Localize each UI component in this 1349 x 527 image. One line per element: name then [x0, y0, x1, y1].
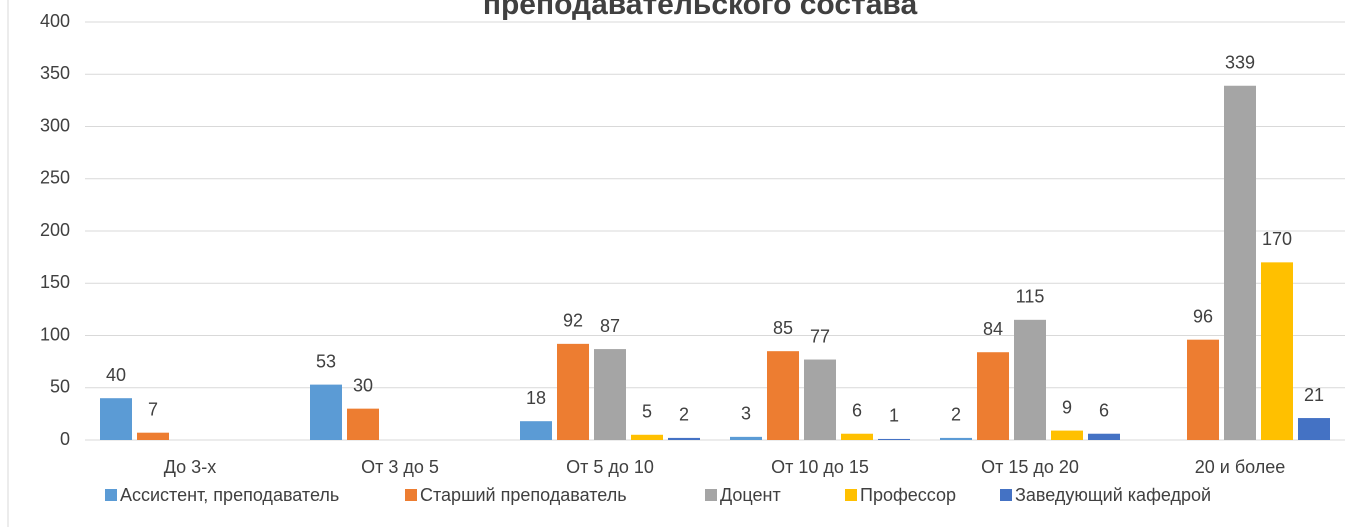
bar	[137, 432, 169, 440]
x-tick-label: От 15 до 20	[981, 457, 1079, 477]
data-label: 9	[1062, 397, 1072, 417]
data-label: 18	[526, 388, 546, 408]
data-label: 6	[852, 400, 862, 420]
y-tick-label: 400	[40, 11, 70, 31]
legend-label: Заведующий кафедрой	[1015, 485, 1211, 505]
bar	[1088, 433, 1120, 440]
y-tick-label: 200	[40, 220, 70, 240]
x-tick-label: 20 и более	[1195, 457, 1286, 477]
data-label: 2	[679, 405, 689, 425]
y-tick-label: 0	[60, 429, 70, 449]
bar	[594, 349, 626, 440]
x-tick-label: От 10 до 15	[771, 457, 869, 477]
data-label: 92	[563, 311, 583, 331]
bar	[977, 352, 1009, 440]
data-label: 84	[983, 319, 1003, 339]
x-tick-label: От 5 до 10	[566, 457, 654, 477]
legend-label: Профессор	[860, 485, 956, 505]
bar	[767, 351, 799, 440]
bar	[1187, 339, 1219, 440]
bar	[1261, 262, 1293, 440]
data-label: 77	[810, 326, 830, 346]
bar	[310, 384, 342, 440]
bar	[668, 437, 700, 440]
y-tick-label: 150	[40, 272, 70, 292]
data-label: 7	[148, 399, 158, 419]
data-label: 1	[889, 406, 899, 426]
data-label: 21	[1304, 385, 1324, 405]
chart-title: преподавательского состава	[483, 0, 918, 21]
bar	[878, 438, 910, 440]
legend-label: Старший преподаватель	[420, 485, 627, 505]
legend-swatch	[405, 489, 417, 501]
data-label: 85	[773, 318, 793, 338]
y-tick-label: 100	[40, 324, 70, 344]
x-tick-label: До 3-х	[164, 457, 216, 477]
bar	[841, 433, 873, 440]
bar	[730, 436, 762, 440]
bar	[1051, 430, 1083, 440]
y-tick-label: 300	[40, 115, 70, 135]
data-label: 87	[600, 316, 620, 336]
bar	[940, 437, 972, 440]
legend-label: Доцент	[720, 485, 781, 505]
bar	[557, 343, 589, 440]
data-label: 2	[951, 405, 961, 425]
data-label: 6	[1099, 400, 1109, 420]
legend-swatch	[705, 489, 717, 501]
data-label: 339	[1225, 52, 1255, 72]
y-tick-label: 50	[50, 377, 70, 397]
x-tick-label: От 3 до 5	[361, 457, 439, 477]
legend-swatch	[105, 489, 117, 501]
legend-swatch	[1000, 489, 1012, 501]
data-label: 96	[1193, 306, 1213, 326]
bar	[520, 421, 552, 440]
data-label: 3	[741, 404, 751, 424]
y-tick-label: 250	[40, 168, 70, 188]
data-label: 30	[353, 375, 373, 395]
bar	[1298, 418, 1330, 440]
bar	[1224, 85, 1256, 441]
data-label: 5	[642, 402, 652, 422]
chart-frame	[7, 0, 9, 527]
legend-swatch	[845, 489, 857, 501]
bar	[804, 359, 836, 440]
legend-label: Ассистент, преподаватель	[120, 485, 339, 505]
bar	[631, 434, 663, 440]
data-label: 115	[1016, 287, 1045, 307]
bar	[347, 408, 379, 440]
data-label: 170	[1262, 229, 1292, 249]
data-label: 40	[106, 365, 126, 385]
bar	[100, 398, 132, 440]
data-label: 53	[316, 351, 336, 371]
bar	[1014, 319, 1046, 440]
y-tick-label: 350	[40, 63, 70, 83]
